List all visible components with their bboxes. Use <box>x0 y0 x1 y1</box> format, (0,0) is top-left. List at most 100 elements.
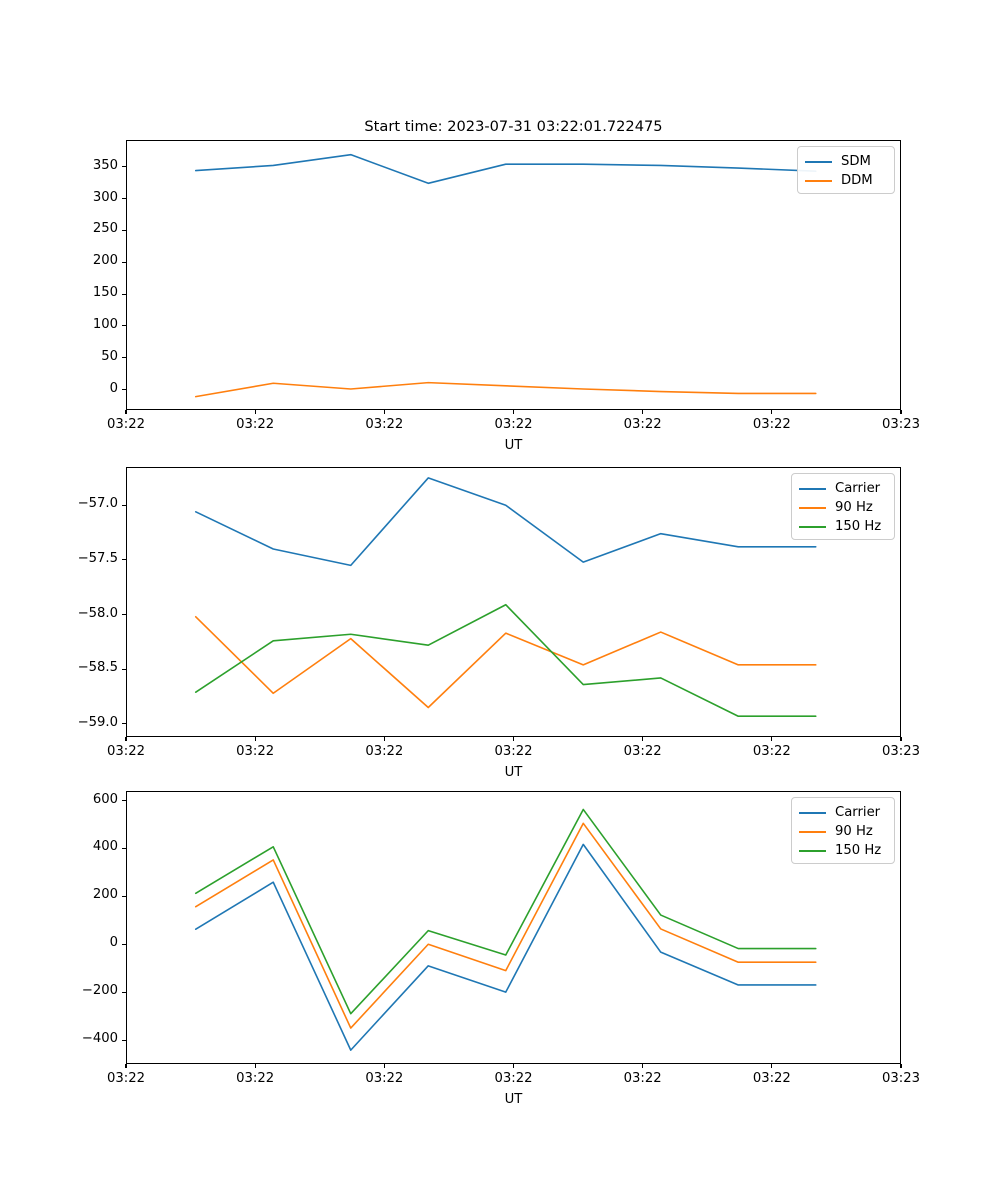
xtick-mark <box>125 410 127 414</box>
xtick-mark <box>512 1064 515 1068</box>
ytick-mark <box>122 504 126 506</box>
legend-swatch-carrier <box>799 811 826 814</box>
legend-swatch-90-hz <box>799 830 826 833</box>
ytick-label: 300 <box>92 189 118 205</box>
xtick-mark <box>771 410 773 414</box>
ytick-label: −57.0 <box>77 496 118 512</box>
xtick-label: 03:22 <box>623 417 662 432</box>
ytick-mark <box>122 389 126 391</box>
ytick-mark <box>122 325 126 327</box>
xtick-label: 03:22 <box>494 744 533 759</box>
xtick-mark <box>900 737 902 741</box>
xtick-mark <box>383 410 385 414</box>
ytick-label: −400 <box>81 1031 118 1047</box>
xtick-label: 03:22 <box>494 417 533 432</box>
ytick-mark <box>122 895 126 897</box>
ytick-mark <box>122 293 126 295</box>
xtick-label: 03:22 <box>236 417 275 432</box>
legend-label: 90 Hz <box>835 824 873 839</box>
xtick-mark <box>254 737 256 741</box>
ytick-label: −59.0 <box>77 714 118 730</box>
ytick-mark <box>122 847 126 849</box>
ytick-label: 250 <box>92 221 118 237</box>
subplot-ratio: 0 50 100 150 200 250 300 350 03:22 03:22 03:22 03:2… <box>0 0 1000 460</box>
ytick-mark <box>122 668 126 670</box>
xtick-mark <box>383 737 385 741</box>
axes-frame-frequency-plot <box>126 791 901 1064</box>
subplot-frequency: −400 −200 0 200 400 600 03:22 03:22 03:22 03:22 03… <box>0 0 1000 1107</box>
xtick-label: 03:22 <box>623 1071 662 1086</box>
legend-row: 90 Hz <box>799 498 887 517</box>
ytick-mark <box>122 229 126 231</box>
ytick-mark <box>122 943 126 945</box>
series-line-ddm <box>194 381 817 398</box>
series-line-90-hz <box>194 822 817 1029</box>
ytick-mark <box>122 614 126 616</box>
xaxis-label-ratio-plot: UT <box>504 438 523 453</box>
legend-row: Carrier <box>799 803 887 822</box>
xtick-mark <box>383 1064 385 1068</box>
legend-row: SDM <box>805 152 887 171</box>
xtick-mark <box>771 737 773 741</box>
ytick-mark <box>122 261 126 263</box>
legend-ratio-plot: SDM DDM <box>797 146 895 194</box>
ytick-label: −57.5 <box>77 550 118 566</box>
series-line-carrier <box>194 843 817 1051</box>
ytick-mark <box>122 991 126 993</box>
ytick-label: 50 <box>101 348 118 364</box>
xtick-label: 03:22 <box>106 744 145 759</box>
series-line-150-hz <box>194 808 817 1015</box>
ytick-label: 0 <box>109 380 118 396</box>
legend-swatch-carrier <box>799 487 826 490</box>
ytick-label: 150 <box>92 285 118 301</box>
legend-row: 150 Hz <box>799 841 887 860</box>
legend-frequency-plot: Carrier 90 Hz 150 Hz <box>791 797 895 864</box>
xtick-label: 03:22 <box>236 744 275 759</box>
legend-label: 90 Hz <box>835 500 873 515</box>
ytick-label: 600 <box>92 791 118 807</box>
series-line-sdm <box>194 153 817 185</box>
legend-label: Carrier <box>835 481 881 496</box>
xtick-mark <box>254 410 256 414</box>
legend-swatch-150-hz <box>799 849 826 852</box>
xtick-label: 03:22 <box>752 417 791 432</box>
legend-swatch-150-hz <box>799 525 826 528</box>
axes-frame-power-plot <box>126 467 901 737</box>
ytick-label: 200 <box>92 253 118 269</box>
ytick-label: 100 <box>92 316 118 332</box>
legend-label: 150 Hz <box>835 843 882 858</box>
ytick-label: 0 <box>109 935 118 951</box>
xtick-mark <box>900 410 902 414</box>
legend-power-plot: Carrier 90 Hz 150 Hz <box>791 473 895 540</box>
series-line-carrier <box>194 477 817 567</box>
xtick-label: 03:22 <box>365 744 404 759</box>
xaxis-label-frequency-plot: UT <box>504 1092 523 1107</box>
xtick-mark <box>771 1064 773 1068</box>
xtick-label: 03:22 <box>365 417 404 432</box>
ytick-label: 200 <box>92 887 118 903</box>
legend-swatch-ddm <box>805 179 832 182</box>
xtick-mark <box>642 1064 644 1068</box>
ytick-label: −58.5 <box>77 660 118 676</box>
xtick-label: 03:22 <box>752 744 791 759</box>
xtick-label: 03:23 <box>881 417 920 432</box>
xtick-label: 03:23 <box>881 1071 920 1086</box>
legend-row: 150 Hz <box>799 517 887 536</box>
legend-row: 90 Hz <box>799 822 887 841</box>
xtick-label: 03:22 <box>752 1071 791 1086</box>
xtick-mark <box>254 1064 256 1068</box>
ytick-mark <box>122 723 126 725</box>
legend-label: DDM <box>841 173 873 188</box>
xtick-label: 03:22 <box>494 1071 533 1086</box>
series-line-150-hz <box>194 603 817 718</box>
legend-row: DDM <box>805 171 887 190</box>
legend-label: SDM <box>841 154 871 169</box>
xtick-mark <box>512 410 515 414</box>
ytick-label: 350 <box>92 157 118 173</box>
xaxis-label-power-plot: UT <box>504 765 523 780</box>
legend-label: Carrier <box>835 805 881 820</box>
legend-swatch-sdm <box>805 160 832 163</box>
xtick-label: 03:23 <box>881 744 920 759</box>
